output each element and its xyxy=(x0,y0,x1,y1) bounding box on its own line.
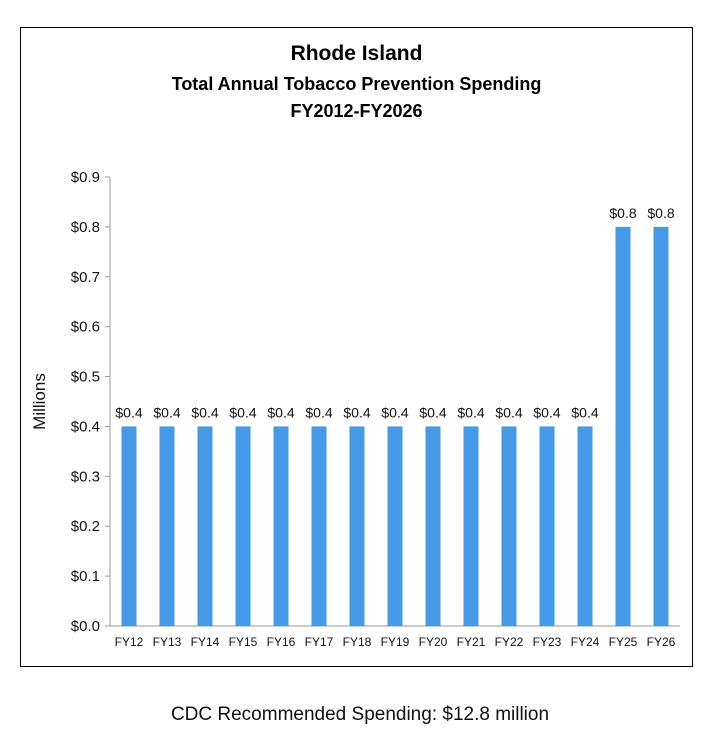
data-label: $0.4 xyxy=(571,404,598,420)
bar xyxy=(235,426,251,626)
x-tick-label: FY19 xyxy=(381,635,410,649)
y-tick-label: $0.9 xyxy=(71,169,100,186)
data-label: $0.4 xyxy=(191,404,218,420)
y-tick-label: $0.3 xyxy=(71,468,100,485)
data-label: $0.4 xyxy=(229,404,256,420)
x-tick-label: FY26 xyxy=(647,635,676,649)
x-tick-label: FY24 xyxy=(571,635,600,649)
x-tick-label: FY13 xyxy=(153,635,182,649)
bar xyxy=(615,226,631,626)
data-label: $0.4 xyxy=(533,404,560,420)
bar xyxy=(577,426,593,626)
data-label: $0.8 xyxy=(609,205,636,221)
bar xyxy=(273,426,289,626)
bar xyxy=(121,426,137,626)
x-tick-label: FY22 xyxy=(495,635,524,649)
bar xyxy=(653,226,669,626)
x-tick-label: FY12 xyxy=(115,635,144,649)
data-label: $0.4 xyxy=(267,404,294,420)
x-tick-label: FY15 xyxy=(229,635,258,649)
data-label: $0.4 xyxy=(153,404,180,420)
data-label: $0.4 xyxy=(419,404,446,420)
x-tick-label: FY16 xyxy=(267,635,296,649)
y-tick-label: $0.4 xyxy=(71,418,100,435)
data-label: $0.4 xyxy=(381,404,408,420)
bar xyxy=(311,426,327,626)
x-tick-label: FY14 xyxy=(191,635,220,649)
y-axis-label: Millions xyxy=(30,373,49,430)
y-tick-label: $0.7 xyxy=(71,269,100,286)
x-tick-label: FY17 xyxy=(305,635,334,649)
chart-frame xyxy=(20,27,693,667)
chart-date-range: FY2012-FY2026 xyxy=(290,101,423,121)
data-label: $0.4 xyxy=(343,404,370,420)
y-tick-label: $0.2 xyxy=(71,518,100,535)
x-tick-label: FY23 xyxy=(533,635,562,649)
chart-title: Rhode Island xyxy=(290,42,423,65)
y-tick-label: $0.0 xyxy=(71,618,100,635)
x-tick-label: FY21 xyxy=(457,635,486,649)
bar xyxy=(387,426,403,626)
x-tick-label: FY25 xyxy=(609,635,638,649)
data-label: $0.4 xyxy=(305,404,332,420)
bar xyxy=(425,426,441,626)
data-label: $0.4 xyxy=(495,404,522,420)
data-label: $0.4 xyxy=(115,404,142,420)
y-tick-label: $0.8 xyxy=(71,219,100,236)
cdc-recommended-spending: CDC Recommended Spending: $12.8 million xyxy=(170,704,550,725)
bar xyxy=(539,426,555,626)
bar xyxy=(197,426,213,626)
y-tick-label: $0.6 xyxy=(71,319,100,336)
bar xyxy=(349,426,365,626)
data-label: $0.4 xyxy=(457,404,484,420)
bar xyxy=(159,426,175,626)
y-tick-label: $0.5 xyxy=(71,369,100,386)
data-label: $0.8 xyxy=(647,205,674,221)
x-tick-label: FY20 xyxy=(419,635,448,649)
y-tick-label: $0.1 xyxy=(71,568,100,585)
x-tick-label: FY18 xyxy=(343,635,372,649)
chart-subtitle: Total Annual Tobacco Prevention Spending xyxy=(171,74,542,94)
bar xyxy=(463,426,479,626)
bar xyxy=(501,426,517,626)
